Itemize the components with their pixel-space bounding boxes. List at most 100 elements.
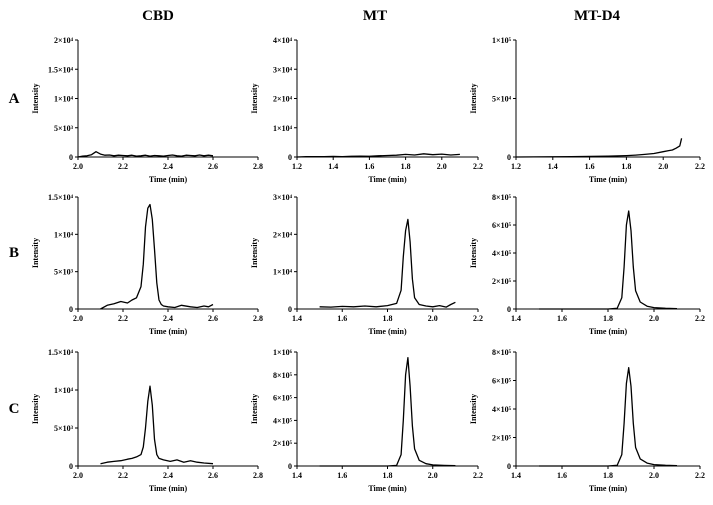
x-tick-label: 1.4 xyxy=(511,471,521,480)
y-tick-label: 2×10⁴ xyxy=(54,36,74,45)
panel-a-cbd: 2.0 2.2 2.4 2.6 2.8 0 5×10³ 1×10⁴ 1.5×10⁴ 2×10⁴ Ti… xyxy=(31,36,263,184)
x-tick-label: 1.6 xyxy=(557,471,567,480)
x-tick-label: 2.6 xyxy=(208,162,218,171)
y-tick-label: 3×10⁴ xyxy=(273,65,293,74)
x-tick-label: 2.2 xyxy=(695,162,705,171)
x-tick-label: 2.8 xyxy=(253,314,263,323)
y-tick-label: 5×10³ xyxy=(54,424,74,433)
y-axis-label: Intensity xyxy=(250,83,259,113)
x-axis-label: Time (min) xyxy=(589,327,628,336)
x-tick-label: 2.4 xyxy=(163,471,173,480)
x-tick-label: 2.2 xyxy=(473,471,483,480)
series-line xyxy=(77,151,214,158)
x-tick-label: 2.6 xyxy=(208,471,218,480)
x-tick-label: 1.8 xyxy=(383,314,393,323)
column-title-cbd: CBD xyxy=(142,8,174,24)
y-tick-label: 1.5×10⁴ xyxy=(48,348,74,357)
y-tick-label: 0 xyxy=(69,153,73,162)
y-tick-label: 8×10⁵ xyxy=(492,193,512,202)
panel-b-mt: 1.4 1.6 1.8 2.0 2.2 0 1×10⁴ 2×10⁴ 3×10⁴ Time (min… xyxy=(250,193,483,336)
column-title-mt: MT xyxy=(363,8,387,24)
x-tick-label: 2.8 xyxy=(253,162,263,171)
y-tick-label: 8×10⁵ xyxy=(273,371,293,380)
y-axis-label: Intensity xyxy=(31,238,40,268)
y-tick-label: 6×10⁵ xyxy=(492,221,512,230)
x-tick-label: 1.8 xyxy=(603,314,613,323)
x-axis-label: Time (min) xyxy=(149,327,188,336)
x-axis-label: Time (min) xyxy=(149,175,188,184)
x-tick-label: 2.0 xyxy=(73,162,83,171)
y-tick-label: 1×10⁴ xyxy=(54,95,74,104)
y-tick-label: 4×10⁵ xyxy=(273,416,293,425)
x-tick-label: 2.0 xyxy=(428,314,438,323)
x-tick-label: 2.0 xyxy=(73,314,83,323)
x-tick-label: 1.8 xyxy=(383,471,393,480)
y-tick-label: 1×10⁶ xyxy=(273,348,293,357)
x-tick-label: 1.6 xyxy=(337,314,347,323)
x-tick-label: 2.0 xyxy=(658,162,668,171)
x-tick-label: 1.4 xyxy=(292,314,302,323)
x-tick-label: 2.6 xyxy=(208,314,218,323)
x-tick-label: 2.2 xyxy=(473,162,483,171)
y-tick-label: 6×10⁵ xyxy=(273,394,293,403)
x-tick-label: 2.8 xyxy=(253,471,263,480)
x-tick-label: 1.6 xyxy=(337,471,347,480)
x-tick-label: 1.4 xyxy=(292,471,302,480)
x-tick-label: 2.0 xyxy=(437,162,447,171)
y-tick-label: 5×10³ xyxy=(54,124,74,133)
y-axis-label: Intensity xyxy=(31,394,40,424)
y-tick-label: 1.5×10⁴ xyxy=(48,65,74,74)
y-tick-label: 4×10⁵ xyxy=(492,405,512,414)
y-tick-label: 8×10⁵ xyxy=(492,348,512,357)
y-axis-label: Intensity xyxy=(31,83,40,113)
x-tick-label: 1.4 xyxy=(511,314,521,323)
y-tick-label: 0 xyxy=(69,305,73,314)
y-tick-label: 1×10⁵ xyxy=(492,36,512,45)
y-tick-label: 2×10⁵ xyxy=(273,439,293,448)
series-line xyxy=(319,357,456,467)
row-label-b: B xyxy=(9,245,19,261)
x-axis-label: Time (min) xyxy=(589,175,628,184)
x-tick-label: 2.4 xyxy=(163,162,173,171)
x-axis-label: Time (min) xyxy=(368,327,407,336)
y-tick-label: 5×10⁴ xyxy=(492,95,512,104)
y-tick-label: 2×10⁴ xyxy=(273,95,293,104)
y-tick-label: 6×10⁵ xyxy=(492,377,512,386)
x-tick-label: 2.0 xyxy=(428,471,438,480)
x-tick-label: 2.0 xyxy=(649,471,659,480)
y-tick-label: 0 xyxy=(507,153,511,162)
x-axis-label: Time (min) xyxy=(149,484,188,493)
series-line xyxy=(100,203,214,310)
x-tick-label: 2.4 xyxy=(163,314,173,323)
y-tick-label: 3×10⁴ xyxy=(273,193,293,202)
x-tick-label: 1.4 xyxy=(328,162,338,171)
series-line xyxy=(319,218,456,308)
column-title-mt-d4: MT-D4 xyxy=(574,8,621,24)
x-tick-label: 2.2 xyxy=(695,471,705,480)
panel-c-cbd: 2.0 2.2 2.4 2.6 2.8 0 5×10³ 1×10⁴ 1.5×10⁴ Time (m… xyxy=(31,348,263,493)
y-tick-label: 4×10⁴ xyxy=(273,36,293,45)
panel-b-cbd: 2.0 2.2 2.4 2.6 2.8 0 5×10³ 1×10⁴ 1.5×10⁴ Time (m… xyxy=(31,193,263,336)
y-tick-label: 2×10⁵ xyxy=(492,277,512,286)
y-tick-label: 0 xyxy=(288,305,292,314)
x-tick-label: 2.2 xyxy=(695,314,705,323)
y-tick-label: 1×10⁴ xyxy=(273,124,293,133)
y-tick-label: 0 xyxy=(507,462,511,471)
y-axis-label: Intensity xyxy=(469,394,478,424)
panel-a-mt-d4: 1.2 1.4 1.6 1.8 2.0 2.2 0 5×10⁴ 1×10⁵ Time (min) I… xyxy=(469,36,705,184)
y-tick-label: 0 xyxy=(507,305,511,314)
x-tick-label: 1.6 xyxy=(585,162,595,171)
panel-c-mt: 1.4 1.6 1.8 2.0 2.2 0 2×10⁵ 4×10⁵ 6×10⁵ 8×10⁵ 1×10… xyxy=(250,348,483,493)
panel-a-mt: 1.2 1.4 1.6 1.8 2.0 2.2 0 1×10⁴ 2×10⁴ 3×10⁴ 4×10⁴ T… xyxy=(250,36,483,184)
y-axis-label: Intensity xyxy=(250,394,259,424)
row-label-c: C xyxy=(9,401,20,417)
x-tick-label: 1.8 xyxy=(401,162,411,171)
y-tick-label: 2×10⁵ xyxy=(492,434,512,443)
y-tick-label: 2×10⁴ xyxy=(273,230,293,239)
y-tick-label: 1×10⁴ xyxy=(273,268,293,277)
y-axis-label: Intensity xyxy=(469,83,478,113)
series-line xyxy=(296,153,460,158)
y-axis-label: Intensity xyxy=(250,238,259,268)
x-tick-label: 1.2 xyxy=(292,162,302,171)
